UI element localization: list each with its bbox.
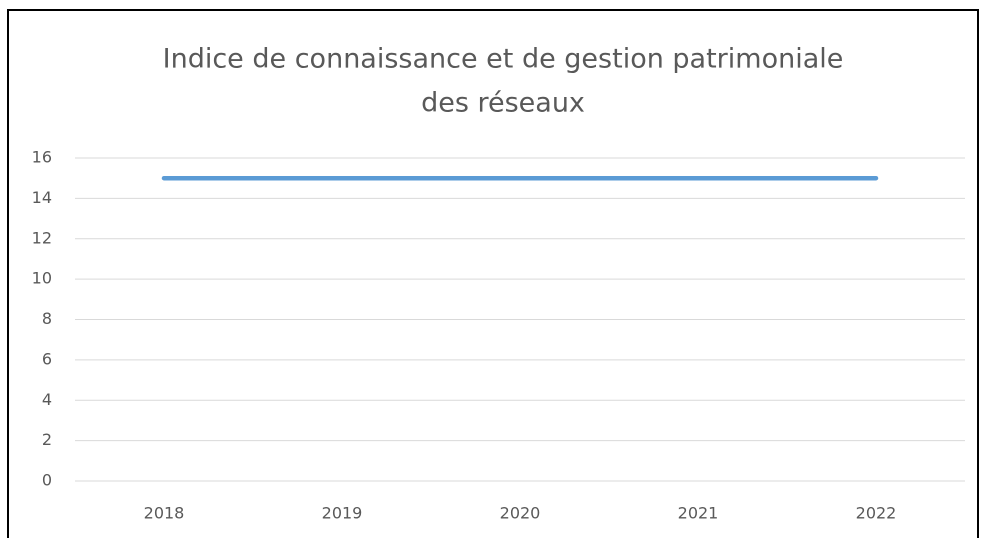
- chart-border: [7, 9, 979, 538]
- x-tick-label: 2022: [856, 504, 897, 523]
- chart-title: Indice de connaissance et de gestion pat…: [163, 44, 844, 75]
- y-tick-label: 8: [42, 309, 52, 328]
- y-tick-label: 0: [42, 471, 52, 490]
- y-tick-label: 10: [32, 269, 52, 288]
- y-tick-label: 2: [42, 430, 52, 449]
- y-tick-label: 14: [32, 188, 52, 207]
- x-tick-label: 2020: [500, 504, 541, 523]
- y-tick-label: 4: [42, 390, 52, 409]
- x-tick-label: 2019: [322, 504, 363, 523]
- y-tick-label: 16: [32, 148, 52, 167]
- y-tick-label: 6: [42, 349, 52, 368]
- x-tick-label: 2021: [678, 504, 719, 523]
- y-tick-label: 12: [32, 228, 52, 247]
- chart-title: des réseaux: [421, 88, 585, 119]
- x-tick-label: 2018: [144, 504, 185, 523]
